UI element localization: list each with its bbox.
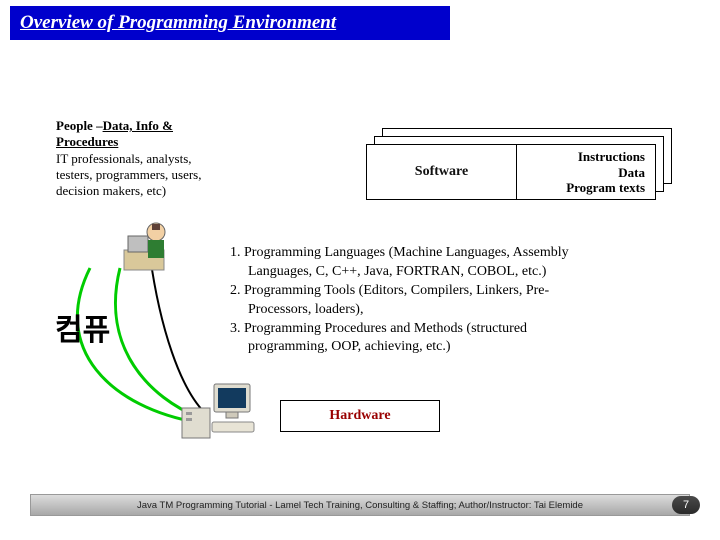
page-title: Overview of Programming Environment (10, 6, 450, 40)
numbered-list: 1. Programming Languages (Machine Langua… (220, 244, 660, 357)
software-line-1: Instructions (527, 149, 645, 165)
people-heading-prefix: People – (56, 118, 103, 133)
list-2b: Processors, loaders), (220, 301, 660, 320)
computer-icon (178, 378, 256, 442)
footer-bar: Java TM Programming Tutorial - Lamel Tec… (30, 494, 690, 516)
person-icon (118, 216, 170, 274)
list-2a: 2. Programming Tools (Editors, Compilers… (220, 282, 660, 301)
people-block: People –Data, Info & Procedures IT profe… (56, 118, 206, 199)
people-body: IT professionals, analysts, testers, pro… (56, 151, 206, 200)
list-3a: 3. Programming Procedures and Methods (s… (220, 320, 660, 339)
page-number: 7 (672, 496, 700, 514)
software-stack: Software Instructions Data Program texts (366, 128, 676, 200)
software-line-3: Program texts (527, 180, 645, 196)
software-label: Software (367, 145, 517, 199)
software-line-2: Data (527, 165, 645, 181)
list-1a: 1. Programming Languages (Machine Langua… (220, 244, 660, 263)
hardware-box: Hardware (280, 400, 440, 432)
software-right: Instructions Data Program texts (517, 145, 655, 199)
software-layer-front: Software Instructions Data Program texts (366, 144, 656, 200)
korean-glyph: 컴퓨 (55, 305, 110, 349)
list-1b: Languages, C, C++, Java, FORTRAN, COBOL,… (220, 263, 660, 282)
list-3b: programming, OOP, achieving, etc.) (220, 338, 660, 357)
